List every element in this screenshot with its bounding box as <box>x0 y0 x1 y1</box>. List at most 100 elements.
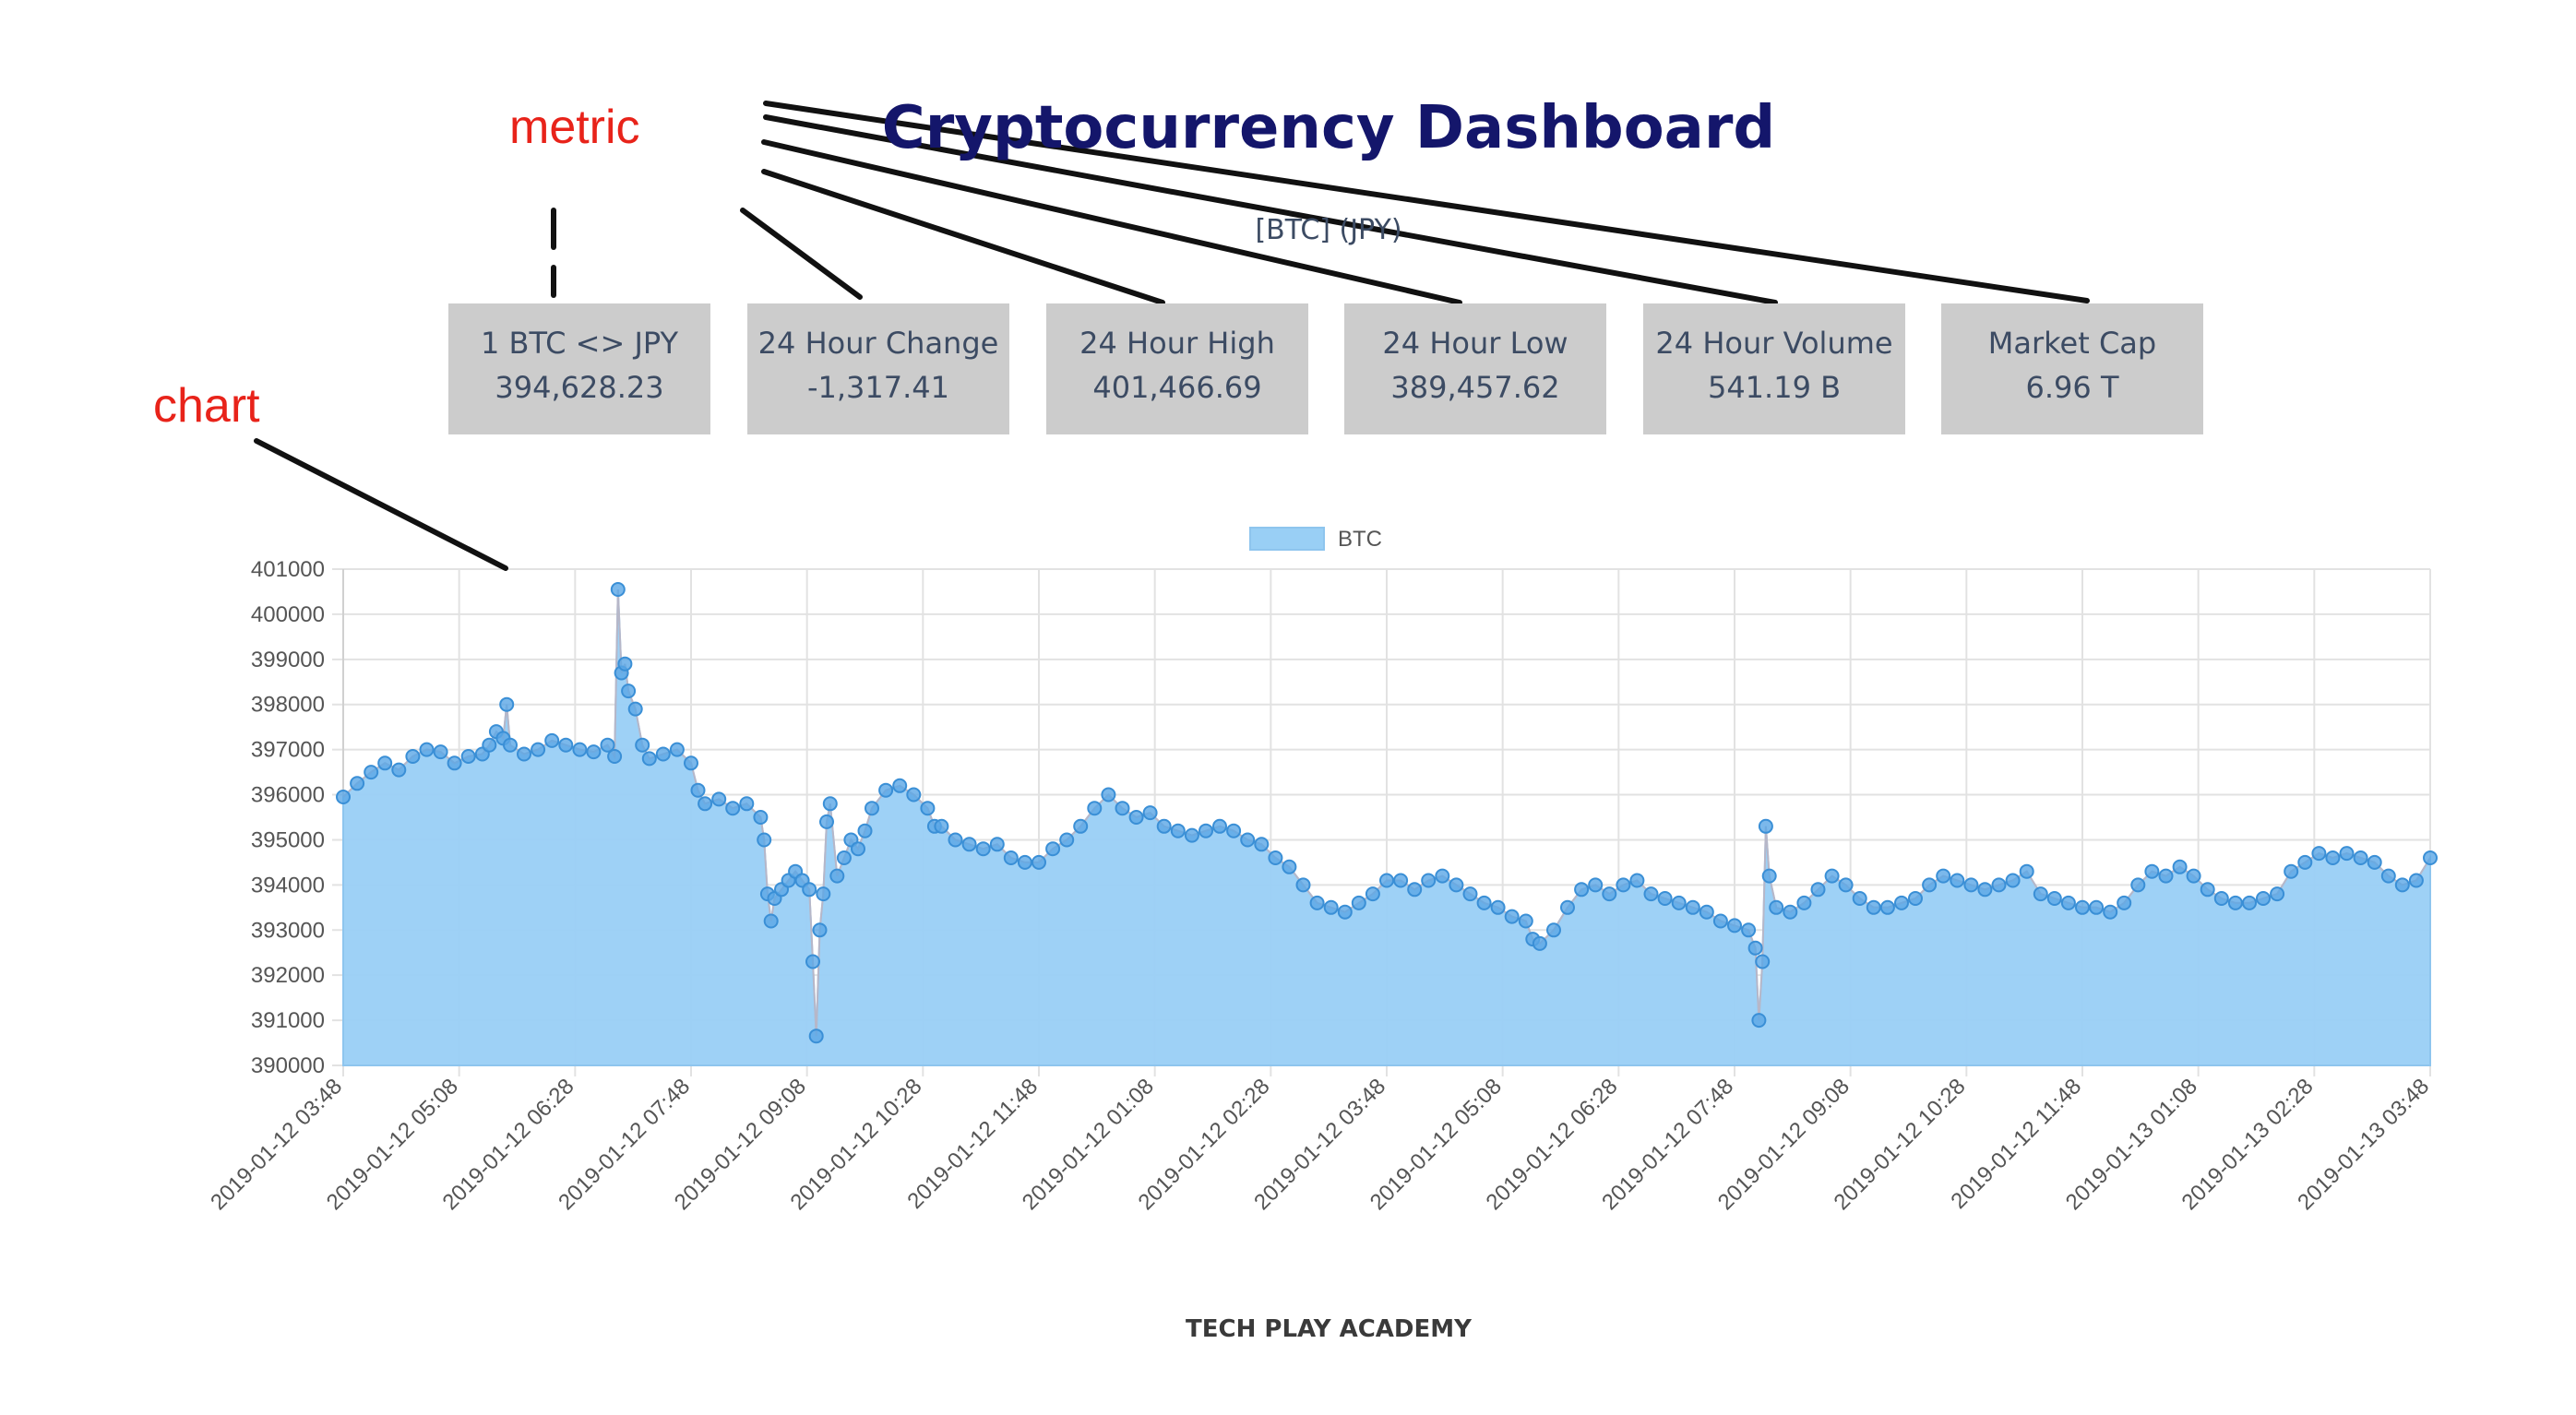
y-tick-label: 392000 <box>251 963 325 988</box>
data-point <box>2033 886 2048 902</box>
legend-label: BTC <box>1338 527 1382 552</box>
data-point <box>857 823 873 838</box>
data-point <box>1170 823 1186 838</box>
data-point <box>1254 837 1270 852</box>
data-point <box>711 791 727 807</box>
data-point <box>1449 877 1464 893</box>
data-point <box>1783 904 1798 920</box>
data-point <box>499 696 515 712</box>
data-point <box>2186 868 2201 884</box>
data-point <box>1761 868 1777 884</box>
data-point <box>1936 868 1951 884</box>
data-point <box>2408 873 2424 888</box>
data-point <box>2353 850 2368 865</box>
data-point <box>1852 891 1867 906</box>
data-point <box>336 790 351 804</box>
metric-card-24h-high: 24 Hour High 401,466.69 <box>1046 303 1308 434</box>
data-point <box>503 737 518 753</box>
y-tick-label: 401000 <box>251 557 325 582</box>
data-point <box>2380 868 2396 884</box>
data-point <box>482 737 497 753</box>
data-point <box>2046 891 2062 906</box>
data-point <box>975 841 991 857</box>
data-point <box>1671 895 1687 910</box>
data-point <box>878 782 894 798</box>
data-point <box>920 801 936 816</box>
data-point <box>621 684 637 699</box>
footer-brand: TECH PLAY ACADEMY <box>1186 1315 1472 1343</box>
data-point <box>1045 841 1061 857</box>
data-point <box>2284 863 2299 879</box>
page-title: Cryptocurrency Dashboard <box>881 94 1776 162</box>
data-point <box>2089 899 2105 915</box>
legend-swatch <box>1249 527 1325 551</box>
y-tick-label: 397000 <box>251 738 325 763</box>
data-point <box>989 837 1005 852</box>
data-point <box>2242 895 2257 910</box>
data-point <box>2172 859 2188 874</box>
data-point <box>1602 886 1617 902</box>
metric-value: -1,317.41 <box>806 370 950 405</box>
chart-legend[interactable]: BTC <box>1249 527 1382 552</box>
data-point <box>586 744 602 760</box>
data-point <box>1758 818 1773 834</box>
data-point <box>1282 859 1297 874</box>
data-point <box>1365 886 1380 902</box>
data-point <box>725 801 741 816</box>
data-point <box>2019 863 2034 879</box>
metric-annotation: metric <box>509 101 640 154</box>
y-tick-label: 399000 <box>251 648 325 672</box>
data-point <box>1393 873 1409 888</box>
data-point <box>2075 899 2090 915</box>
metric-label: 24 Hour Low <box>1382 326 1568 361</box>
data-point <box>763 913 779 929</box>
data-point <box>829 868 845 884</box>
data-point <box>1751 1013 1767 1029</box>
data-point <box>1991 877 2007 893</box>
data-point <box>610 582 626 597</box>
data-point <box>1128 810 1144 825</box>
metric-value: 389,457.62 <box>1390 370 1560 405</box>
data-point <box>739 796 755 812</box>
data-point <box>1574 882 1590 898</box>
y-tick-label: 400000 <box>251 602 325 627</box>
data-point <box>433 744 448 760</box>
metric-label: Market Cap <box>1987 326 2157 361</box>
metric-label: 24 Hour Volume <box>1655 326 1893 361</box>
data-point <box>812 922 828 938</box>
data-point <box>1643 886 1659 902</box>
data-point <box>1379 873 1394 888</box>
data-point <box>816 886 831 902</box>
data-point <box>1699 904 1714 920</box>
data-point <box>669 742 685 757</box>
metric-value: 541.19 B <box>1707 370 1842 405</box>
data-point <box>2297 854 2313 870</box>
data-point <box>822 796 838 812</box>
data-point <box>1462 886 1478 902</box>
data-point <box>1546 922 1561 938</box>
data-point <box>1712 913 1728 929</box>
data-point <box>690 782 706 798</box>
data-point <box>1685 899 1700 915</box>
data-point <box>805 954 820 969</box>
data-point <box>1616 877 1631 893</box>
data-point <box>802 882 817 898</box>
data-point <box>1747 940 1763 956</box>
data-point <box>1950 873 1965 888</box>
data-point <box>2117 895 2132 910</box>
data-point <box>1894 895 1909 910</box>
data-point <box>531 742 546 757</box>
data-point <box>684 755 698 771</box>
data-point <box>2213 891 2229 906</box>
data-point <box>1866 899 1881 915</box>
data-point <box>2311 846 2327 862</box>
data-point <box>1963 877 1979 893</box>
data-point <box>1309 895 1325 910</box>
metric-card-price: 1 BTC <> JPY 394,628.23 <box>448 303 710 434</box>
data-point <box>1337 904 1353 920</box>
data-point <box>2103 904 2118 920</box>
y-tick-label: 398000 <box>251 693 325 718</box>
metric-label: 24 Hour High <box>1079 326 1275 361</box>
data-point <box>558 737 574 753</box>
